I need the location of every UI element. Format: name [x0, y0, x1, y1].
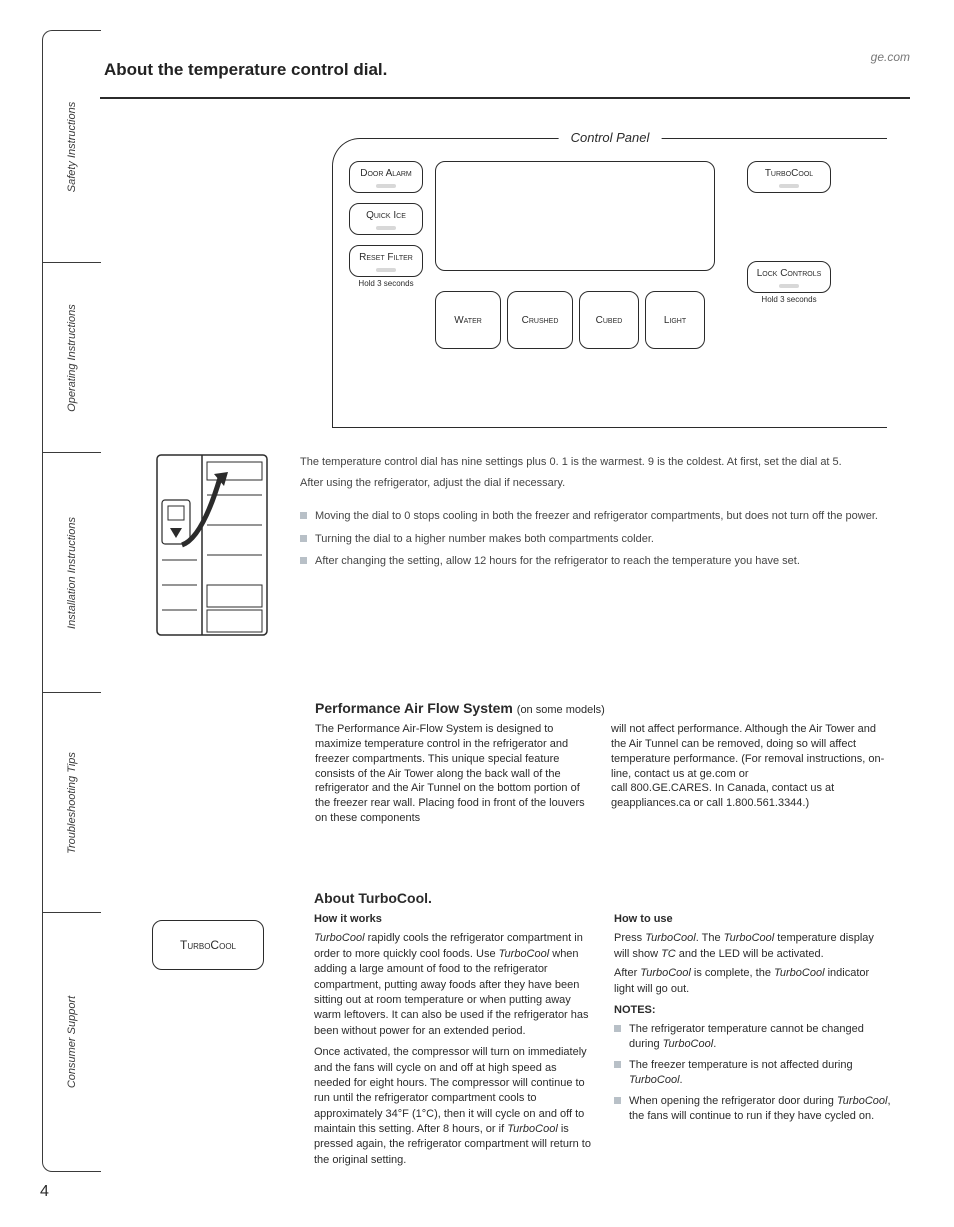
- control-panel-diagram: Control Panel Door Alarm Quick Ice Reset…: [332, 138, 887, 428]
- notes-label: NOTES:: [614, 1003, 892, 1018]
- tab-install: Installation Instructions: [66, 517, 78, 629]
- bullet-icon: [614, 1097, 621, 1104]
- bullet-3: After changing the setting, allow 12 hou…: [315, 554, 800, 569]
- how-it-works-label: How it works: [314, 912, 592, 927]
- reset-filter-button: Reset Filter: [349, 245, 423, 277]
- side-tabs: Safety Instructions Operating Instructio…: [42, 30, 101, 1172]
- airflow-section: Performance Air Flow System (on some mod…: [315, 700, 885, 826]
- turbocool-icon: TurboCool: [152, 920, 264, 970]
- door-alarm-button: Door Alarm: [349, 161, 423, 193]
- about-dial-section: The temperature control dial has nine se…: [300, 455, 890, 577]
- lock-controls-button: Lock Controls: [747, 261, 831, 293]
- panel-title: Control Panel: [559, 130, 662, 145]
- quick-ice-button: Quick Ice: [349, 203, 423, 235]
- crushed-button: Crushed: [507, 291, 573, 349]
- hold-label-right: Hold 3 seconds: [747, 295, 831, 304]
- turbocool-section: TurboCool About TurboCool. How it works …: [152, 890, 892, 1168]
- bullet-icon: [614, 1061, 621, 1068]
- bullet-2: Turning the dial to a higher number make…: [315, 532, 654, 547]
- airflow-col2b: call 800.GE.CARES. In Canada, contact us…: [611, 782, 834, 809]
- tab-trouble: Troubleshooting Tips: [66, 752, 78, 854]
- hold-label-left: Hold 3 seconds: [349, 279, 423, 288]
- bullet-icon: [300, 557, 307, 564]
- airflow-col1: The Performance Air-Flow System is desig…: [315, 722, 589, 826]
- tab-safety: Safety Instructions: [66, 101, 78, 192]
- bullet-icon: [614, 1025, 621, 1032]
- turbo-title: About TurboCool.: [314, 890, 892, 906]
- airflow-col2a: will not affect performance. Although th…: [611, 723, 884, 780]
- how-to-use-label: How to use: [614, 912, 892, 927]
- water-button: Water: [435, 291, 501, 349]
- cubed-button: Cubed: [579, 291, 639, 349]
- bullet-1: Moving the dial to 0 stops cooling in bo…: [315, 509, 878, 524]
- airflow-subtitle: (on some models): [517, 704, 605, 716]
- about-p2: After using the refrigerator, adjust the…: [300, 476, 890, 491]
- tab-operating: Operating Instructions: [66, 304, 78, 412]
- page-number: 4: [40, 1183, 49, 1201]
- about-p1: The temperature control dial has nine se…: [300, 455, 890, 470]
- temperature-display: [435, 161, 715, 271]
- turbocool-button: TurboCool: [747, 161, 831, 193]
- light-button: Light: [645, 291, 705, 349]
- website-url: ge.com: [871, 50, 910, 64]
- divider: [100, 97, 910, 99]
- bullet-icon: [300, 512, 307, 519]
- airflow-title: Performance Air Flow System: [315, 700, 513, 716]
- fridge-illustration: [152, 450, 272, 640]
- tab-support: Consumer Support: [66, 996, 78, 1088]
- bullet-icon: [300, 535, 307, 542]
- page-heading: About the temperature control dial.: [104, 60, 387, 80]
